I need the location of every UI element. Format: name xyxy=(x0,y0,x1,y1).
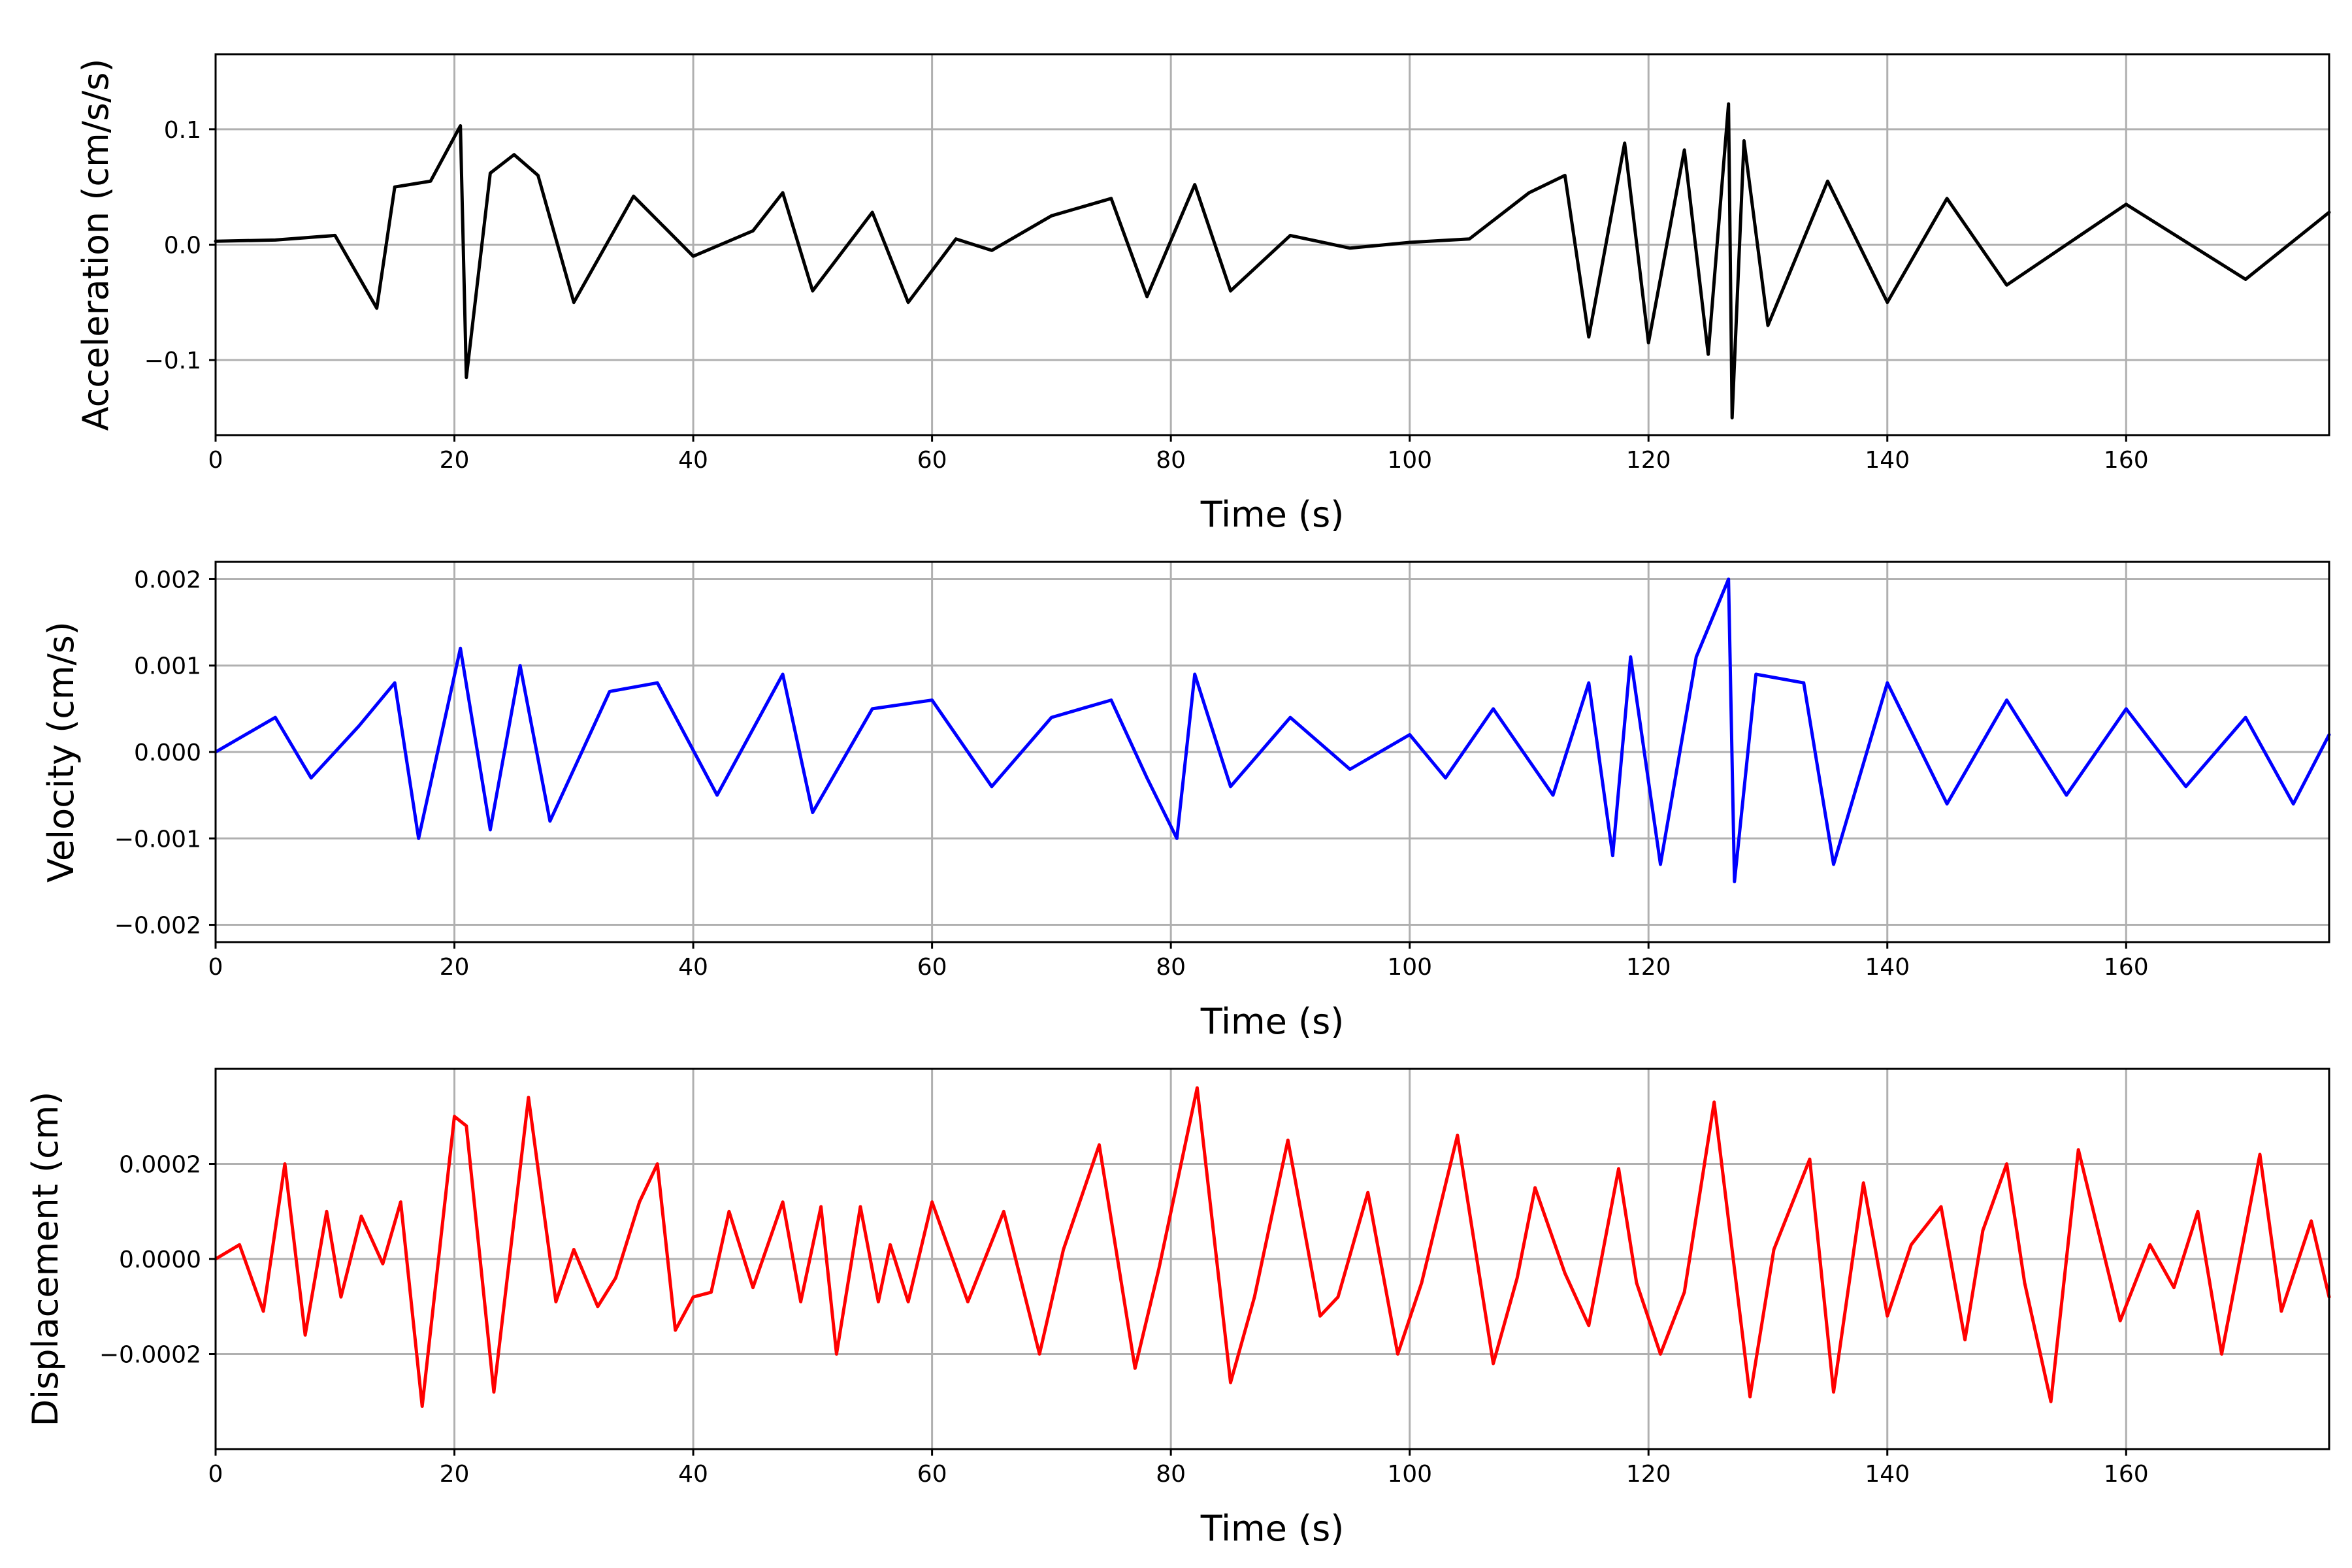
velocity-x-tick-label: 100 xyxy=(1387,954,1432,981)
displacement-panel: 0 20 40 60 80 100 120 140 160 −0.0002 0.0000 0.0002… xyxy=(25,1068,2331,1549)
acceleration-y-tick-label: 0.1 xyxy=(164,117,201,144)
acceleration-series-line xyxy=(214,102,2331,419)
acceleration-x-tick-label: 160 xyxy=(2104,447,2149,474)
velocity-y-tick-label: 0.000 xyxy=(134,740,201,766)
acceleration-x-tick-label: 0 xyxy=(208,447,223,474)
velocity-x-tick-label: 0 xyxy=(208,954,223,981)
velocity-y-tick-label: −0.002 xyxy=(114,913,201,939)
acceleration-x-tick-label: 60 xyxy=(917,447,947,474)
velocity-y-axis-label: Velocity (cm/s) xyxy=(41,621,82,883)
displacement-x-tick-label: 0 xyxy=(208,1461,223,1488)
acceleration-x-tick-label: 20 xyxy=(440,447,470,474)
velocity-x-tick-label: 120 xyxy=(1626,954,1671,981)
acceleration-x-tick-label: 40 xyxy=(678,447,708,474)
acceleration-x-axis-label: Time (s) xyxy=(1200,494,1345,535)
displacement-x-tick-label: 140 xyxy=(1865,1461,1910,1488)
displacement-y-axis-label: Displacement (cm) xyxy=(25,1092,66,1427)
displacement-x-tick-label: 100 xyxy=(1387,1461,1432,1488)
acceleration-panel: 0 20 40 60 80 100 120 140 160 −0.1 0.0 0.1 Time (s)… xyxy=(75,53,2331,535)
displacement-x-axis-label: Time (s) xyxy=(1200,1508,1345,1549)
velocity-x-tick-label: 20 xyxy=(440,954,470,981)
displacement-x-tick-label: 40 xyxy=(678,1461,708,1488)
displacement-y-tick-label: 0.0000 xyxy=(119,1247,201,1273)
displacement-x-tick-label: 120 xyxy=(1626,1461,1671,1488)
displacement-y-tick-label: −0.0002 xyxy=(99,1342,201,1369)
displacement-x-tick-label: 20 xyxy=(440,1461,470,1488)
velocity-y-tick-label: 0.002 xyxy=(134,566,201,593)
displacement-series-line xyxy=(214,1086,2331,1408)
acceleration-y-axis-label: Acceleration (cm/s/s) xyxy=(75,59,116,431)
displacement-x-tick-label: 60 xyxy=(917,1461,947,1488)
velocity-y-tick-label: 0.001 xyxy=(134,653,201,680)
velocity-x-tick-label: 140 xyxy=(1865,954,1910,981)
acceleration-y-tick-label: −0.1 xyxy=(144,348,201,374)
acceleration-x-tick-label: 80 xyxy=(1156,447,1186,474)
acceleration-x-tick-label: 120 xyxy=(1626,447,1671,474)
velocity-x-tick-label: 60 xyxy=(917,954,947,981)
velocity-x-tick-label: 160 xyxy=(2104,954,2149,981)
velocity-x-tick-label: 40 xyxy=(678,954,708,981)
acceleration-y-tick-label: 0.0 xyxy=(164,233,201,259)
acceleration-x-tick-label: 100 xyxy=(1387,447,1432,474)
velocity-x-tick-label: 80 xyxy=(1156,954,1186,981)
acceleration-x-tick-label: 140 xyxy=(1865,447,1910,474)
displacement-x-tick-label: 80 xyxy=(1156,1461,1186,1488)
displacement-y-tick-label: 0.0002 xyxy=(119,1152,201,1179)
velocity-y-tick-label: −0.001 xyxy=(114,826,201,853)
velocity-series-line xyxy=(214,578,2331,883)
velocity-panel: 0 20 40 60 80 100 120 140 160 −0.002 −0.001 0.000 0.… xyxy=(41,561,2331,1042)
velocity-x-axis-label: Time (s) xyxy=(1200,1001,1345,1042)
displacement-x-tick-label: 160 xyxy=(2104,1461,2149,1488)
